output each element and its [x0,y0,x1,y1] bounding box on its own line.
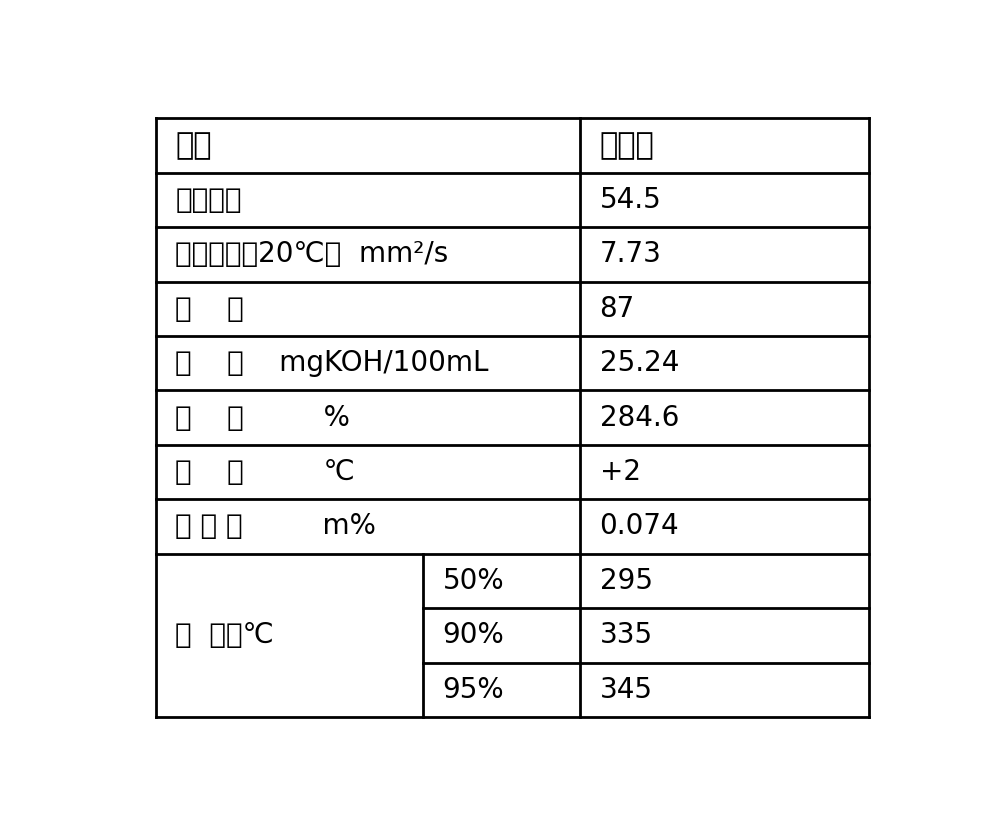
Text: 87: 87 [600,294,635,323]
Text: 酸    度    mgKOH/100mL: 酸 度 mgKOH/100mL [175,349,489,377]
Text: 335: 335 [600,621,653,649]
Text: 馏  程，℃: 馏 程，℃ [175,621,274,649]
Text: 凝    点         ℃: 凝 点 ℃ [175,458,355,486]
Text: 95%: 95% [443,676,504,704]
Text: 7.73: 7.73 [600,241,661,269]
Text: 90%: 90% [443,621,505,649]
Text: 284.6: 284.6 [600,404,679,432]
Text: 闪    点: 闪 点 [175,294,244,323]
Text: 295: 295 [600,566,653,595]
Text: 54.5: 54.5 [600,186,661,214]
Text: 项目: 项目 [175,131,212,160]
Text: 测定值: 测定值 [600,131,654,160]
Text: 硫 含 量         m%: 硫 含 量 m% [175,513,376,541]
Text: 运动粘度（20℃）  mm²/s: 运动粘度（20℃） mm²/s [175,241,449,269]
Text: 胶    值         %: 胶 值 % [175,404,350,432]
Text: 345: 345 [600,676,653,704]
Text: 25.24: 25.24 [600,349,679,377]
Text: 50%: 50% [443,566,504,595]
Text: 十六烷值: 十六烷值 [175,186,242,214]
Text: 0.074: 0.074 [600,513,679,541]
Text: +2: +2 [600,458,641,486]
